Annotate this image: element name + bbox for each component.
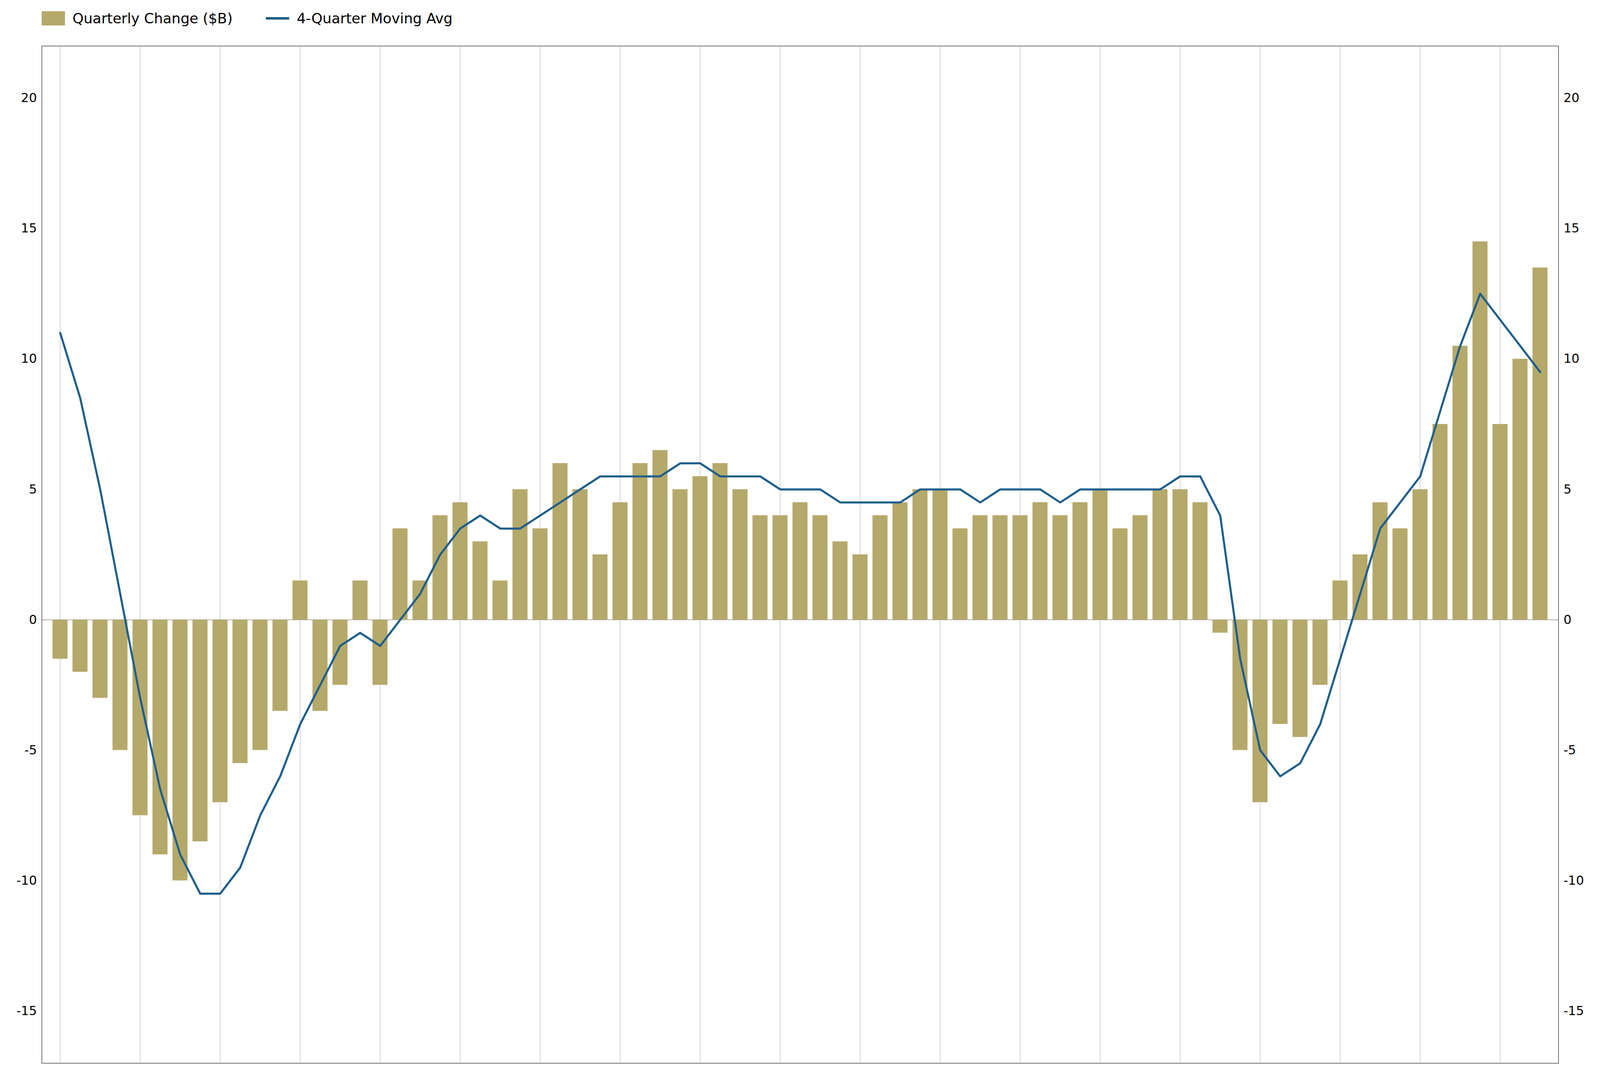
svg-text:0: 0 bbox=[28, 612, 37, 628]
svg-text:15: 15 bbox=[1563, 220, 1580, 236]
svg-text:10: 10 bbox=[1563, 351, 1580, 366]
html-text:Quarterly Change ($B): Quarterly Change ($B) bbox=[72, 10, 233, 27]
svg-text:-10: -10 bbox=[1563, 873, 1585, 888]
html-text:4-Quarter Moving Avg: 4-Quarter Moving Avg bbox=[296, 10, 453, 27]
svg-text:-15: -15 bbox=[1563, 1003, 1585, 1019]
svg-text:-5: -5 bbox=[1563, 742, 1577, 758]
svg-text:5: 5 bbox=[28, 482, 37, 497]
svg-text:-5: -5 bbox=[24, 742, 38, 758]
svg-text:15: 15 bbox=[20, 220, 37, 236]
svg-text:20: 20 bbox=[20, 90, 37, 105]
svg-text:-10: -10 bbox=[16, 873, 38, 888]
svg-text:0: 0 bbox=[1563, 612, 1572, 628]
svg-text:-15: -15 bbox=[16, 1003, 38, 1019]
svg-text:20: 20 bbox=[1563, 90, 1580, 105]
svg-text:10: 10 bbox=[20, 351, 37, 366]
svg-text:5: 5 bbox=[1563, 482, 1572, 497]
